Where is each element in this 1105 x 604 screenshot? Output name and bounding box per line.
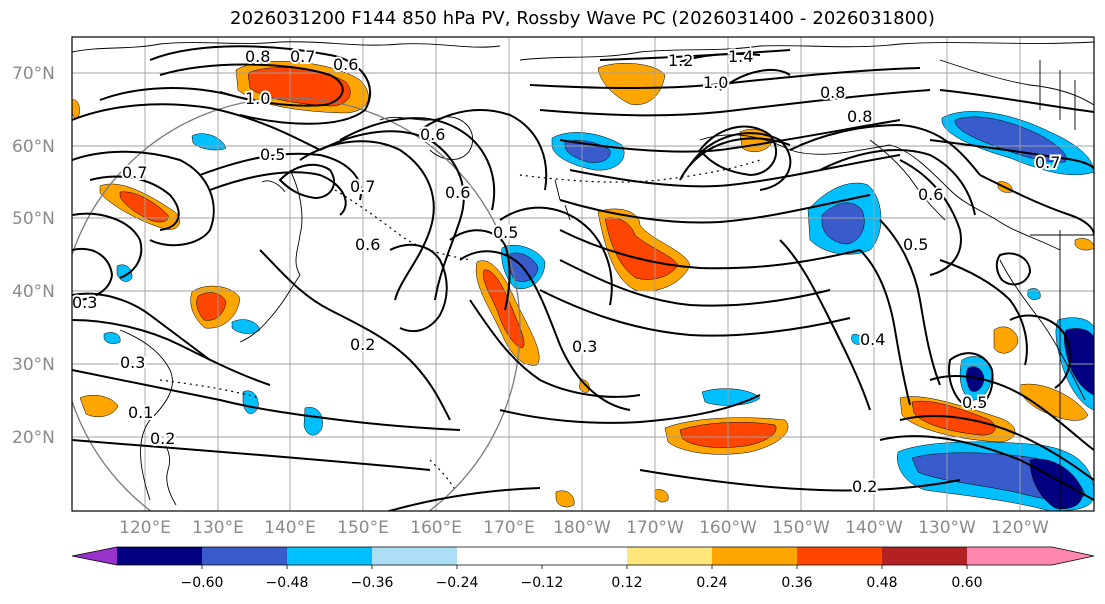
anomaly-shading xyxy=(851,334,862,345)
contour-label: 0.2 xyxy=(150,429,175,448)
colorbar-segment xyxy=(967,547,1052,565)
colorbar-segment xyxy=(882,547,967,565)
lon-label: 160°E xyxy=(410,518,462,538)
colorbar-segment xyxy=(542,547,627,565)
anomaly-shading xyxy=(993,326,1019,354)
contour-label: 0.6 xyxy=(420,125,445,144)
lon-label: 170°E xyxy=(483,518,535,538)
lon-label: 140°E xyxy=(264,518,316,538)
contour-label: 0.7 xyxy=(1035,153,1060,172)
anomaly-shading xyxy=(103,332,121,344)
colorbar-segment xyxy=(712,547,797,565)
lon-label: 130°W xyxy=(918,518,976,538)
map-frame xyxy=(71,36,1095,512)
lon-label: 120°E xyxy=(119,518,171,538)
colorbar-tick-label: 0.12 xyxy=(611,575,642,591)
colorbar-segment xyxy=(797,547,882,565)
contour-label: 0.3 xyxy=(572,337,597,356)
anomaly-shading xyxy=(1019,383,1089,421)
map-background xyxy=(72,37,1094,511)
contour-label: 0.6 xyxy=(355,235,380,254)
anomaly-shading xyxy=(79,395,119,417)
lat-label: 50°N xyxy=(12,209,55,229)
lat-label: 60°N xyxy=(12,137,55,157)
longitude-labels: 120°E 130°E 140°E 150°E 160°E 170°E 180°… xyxy=(119,518,1049,538)
contour-label: 0.2 xyxy=(852,477,877,496)
colorbar-extend-low xyxy=(72,547,117,565)
lon-label: 180°W xyxy=(553,518,611,538)
map-title: 2026031200 F144 850 hPa PV, Rossby Wave … xyxy=(230,8,935,29)
colorbar-tick-label: −0.60 xyxy=(181,575,224,591)
contour-label: 1.0 xyxy=(245,89,270,108)
colorbar-tick-label: 0.48 xyxy=(866,575,897,591)
coastlines xyxy=(72,41,1094,511)
colorbar-segment xyxy=(287,547,372,565)
contour-label: 0.3 xyxy=(72,293,97,312)
lon-label: 150°E xyxy=(337,518,389,538)
anomaly-shading xyxy=(303,407,323,436)
colorbar-segment xyxy=(117,547,202,565)
contour-label: 0.6 xyxy=(333,55,358,74)
anomaly-shading xyxy=(1064,328,1094,396)
contour-label: 0.5 xyxy=(493,223,518,242)
contour-label: 0.6 xyxy=(445,183,470,202)
lon-label: 170°W xyxy=(626,518,684,538)
anomaly-shading xyxy=(954,116,1067,163)
colorbar-tick-label: −0.48 xyxy=(266,575,309,591)
colorbar-tick-label: −0.36 xyxy=(351,575,394,591)
colorbar-segment xyxy=(202,547,287,565)
lat-label: 40°N xyxy=(12,282,55,302)
contour-labels: 0.8 0.7 0.6 1.0 1.2 1.4 1.0 0.8 0.8 0.5 … xyxy=(72,45,1062,498)
latitude-labels: 70°N 60°N 50°N 40°N 30°N 20°N xyxy=(12,64,55,448)
anomaly-shading xyxy=(821,202,865,245)
contour-label: 0.2 xyxy=(350,335,375,354)
contour-label: 0.1 xyxy=(128,403,153,422)
colorbar-tick-label: 0.24 xyxy=(696,575,727,591)
contour-label: 0.6 xyxy=(918,185,943,204)
anomaly-shading xyxy=(231,319,261,334)
lon-label: 150°W xyxy=(772,518,830,538)
lon-label: 160°W xyxy=(699,518,757,538)
anomaly-shading xyxy=(1027,288,1041,300)
lon-label: 140°W xyxy=(845,518,903,538)
colorbar-tick-label: −0.12 xyxy=(521,575,564,591)
lon-label: 130°E xyxy=(192,518,244,538)
contour-label: 0.7 xyxy=(290,47,315,66)
anomaly-shading xyxy=(966,366,985,392)
contour-label: 0.5 xyxy=(903,235,928,254)
colorbar-tick-label: 0.36 xyxy=(781,575,812,591)
contour-label: 0.5 xyxy=(260,145,285,164)
lat-label: 70°N xyxy=(12,64,55,84)
contour-label: 0.3 xyxy=(120,353,145,372)
lon-label: 120°W xyxy=(991,518,1049,538)
contour-label: 0.5 xyxy=(962,393,987,412)
contour-label: 0.4 xyxy=(860,330,885,349)
great-circle-ring xyxy=(72,97,521,511)
colorbar-tick-label: −0.24 xyxy=(436,575,479,591)
colorbar-segment xyxy=(627,547,712,565)
contour-label: 0.7 xyxy=(350,177,375,196)
colorbar-segment xyxy=(372,547,457,565)
island-chains xyxy=(159,159,761,491)
contour-label: 1.2 xyxy=(668,51,693,70)
lat-label: 20°N xyxy=(12,428,55,448)
anomaly-shading xyxy=(119,191,169,223)
contour-label: 1.0 xyxy=(703,73,728,92)
contour-label: 0.8 xyxy=(245,47,270,66)
contour-label: 0.8 xyxy=(820,83,845,102)
colorbar-segment xyxy=(457,547,542,565)
anomaly-shading xyxy=(555,490,575,508)
colorbar-extend-high xyxy=(1052,547,1094,565)
contour-label: 0.7 xyxy=(122,163,147,182)
shaded-anomalies xyxy=(72,61,1094,511)
colorbar-tick-label: 0.60 xyxy=(951,575,982,591)
contour-label: 0.8 xyxy=(847,107,872,126)
lat-label: 30°N xyxy=(12,355,55,375)
pv-contours xyxy=(72,45,1094,511)
colorbar: −0.60 −0.48 −0.36 −0.24 −0.12 0.12 0.24 … xyxy=(71,546,1095,591)
contour-label: 1.4 xyxy=(728,47,753,66)
